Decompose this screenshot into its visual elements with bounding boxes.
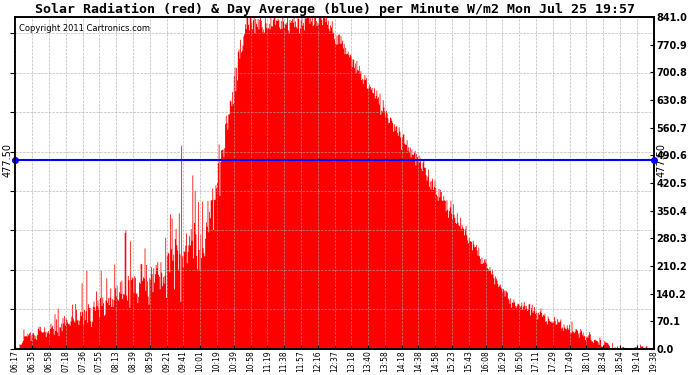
Title: Solar Radiation (red) & Day Average (blue) per Minute W/m2 Mon Jul 25 19:57: Solar Radiation (red) & Day Average (blu…	[34, 3, 635, 16]
Text: Copyright 2011 Cartronics.com: Copyright 2011 Cartronics.com	[19, 24, 150, 33]
Text: 477.50: 477.50	[657, 144, 667, 177]
Text: 477.50: 477.50	[2, 144, 12, 177]
